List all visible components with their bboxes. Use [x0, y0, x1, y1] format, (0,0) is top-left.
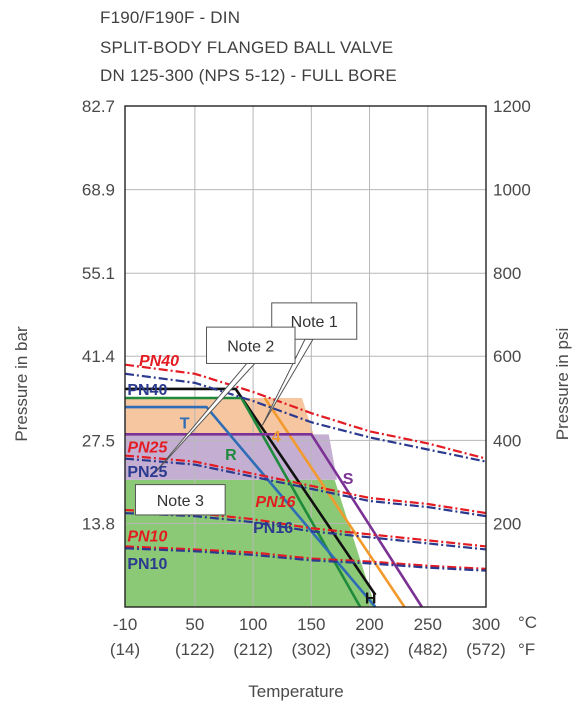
- curve-label-t: T: [180, 415, 190, 432]
- curve-label-pn40: PN40: [127, 382, 167, 399]
- x-tick-label-celsius: 150: [297, 615, 325, 634]
- y-tick-label-bar: 68.9: [82, 181, 115, 200]
- curve-label-s: S: [343, 471, 354, 488]
- y-tick-label-bar: 41.4: [82, 347, 115, 366]
- note-box: [206, 326, 296, 364]
- x-tick-label-celsius: 250: [414, 615, 442, 634]
- curve-label-pn10: PN10: [127, 529, 167, 546]
- note-label: Note 1: [291, 314, 338, 331]
- plot-frame: [124, 105, 487, 608]
- x-tick-label-celsius: 50: [185, 615, 204, 634]
- curve-labels-layer: PN40 PN40 PN25 PN25 PN16 PN16 PN10 PN10 T R 4 S H: [127, 353, 376, 607]
- curve-label-h: H: [365, 590, 377, 607]
- y-tick-label-bar: 82.7: [82, 97, 115, 116]
- series-line-4: [263, 397, 406, 608]
- y-tick-label-bar: 13.8: [82, 514, 115, 533]
- x-tick-label-fahrenheit: (14): [110, 640, 140, 659]
- note-box: [134, 484, 226, 516]
- series-line-pn10: [124, 547, 487, 572]
- x-axis-label: Temperature: [248, 682, 343, 701]
- chart-title-line-2: SPLIT-BODY FLANGED BALL VALVE: [100, 38, 394, 57]
- x-tick-label-fahrenheit: (122): [175, 640, 215, 659]
- curve-label-pn16: PN16: [253, 520, 293, 537]
- note-label: Note 2: [227, 338, 274, 355]
- series-line-pn40: [124, 363, 487, 460]
- y-axis-label-right: Pressure in psi: [553, 328, 572, 440]
- chart-title-line-1: F190/F190F - DIN: [100, 8, 241, 27]
- curve-label-4: 4: [272, 429, 281, 446]
- note-label: Note 3: [157, 493, 204, 510]
- series-line-pn40: [124, 372, 487, 463]
- y-tick-label-psi: 800: [493, 264, 521, 283]
- series-line-h: [125, 387, 377, 596]
- y-tick-label-psi: 1000: [493, 181, 531, 200]
- x-tick-label-celsius: 300: [472, 615, 500, 634]
- y-tick-label-psi: 600: [493, 347, 521, 366]
- curve-label-pn25: PN25: [127, 464, 167, 481]
- y-tick-label-bar: 55.1: [82, 264, 115, 283]
- chart-title-line-3: DN 125-300 (NPS 5-12) - FULL BORE: [100, 66, 397, 85]
- y-tick-label-psi: 200: [493, 514, 521, 533]
- x-tick-label-celsius: -10: [113, 615, 138, 634]
- tick-labels-layer: 82.7 68.9 55.1 41.4 27.5 13.8 1200 1000 800 600 40…: [82, 97, 531, 659]
- curve-label-pn40: PN40: [139, 353, 179, 370]
- x-tick-label-fahrenheit: (392): [350, 640, 390, 659]
- series-line-pn16: [124, 512, 487, 551]
- x-unit-celsius: °C: [518, 613, 537, 632]
- series-line-pn25: [124, 457, 487, 518]
- x-tick-label-fahrenheit: (572): [466, 640, 506, 659]
- curve-label-pn25: PN25: [127, 440, 168, 457]
- x-tick-label-celsius: 200: [355, 615, 383, 634]
- plot-border: [124, 105, 487, 608]
- series-line-pn10: [124, 545, 487, 570]
- x-tick-label-celsius: 100: [239, 615, 267, 634]
- x-tick-label-fahrenheit: (302): [291, 640, 331, 659]
- x-tick-label-fahrenheit: (482): [408, 640, 448, 659]
- curve-label-r: R: [225, 447, 237, 464]
- y-axis-label-left: Pressure in bar: [12, 326, 31, 442]
- x-unit-fahrenheit: °F: [518, 640, 535, 659]
- y-tick-label-psi: 400: [493, 431, 521, 450]
- series-line-pn25: [124, 454, 487, 515]
- y-tick-label-bar: 27.5: [82, 431, 115, 450]
- series-line-t: [125, 405, 377, 608]
- notes-layer: Note 1 Note 2 Note 3: [134, 302, 358, 516]
- y-tick-label-psi: 1200: [493, 97, 531, 116]
- curve-label-pn16: PN16: [255, 494, 295, 511]
- curve-label-pn10: PN10: [127, 556, 167, 573]
- x-tick-label-fahrenheit: (212): [233, 640, 273, 659]
